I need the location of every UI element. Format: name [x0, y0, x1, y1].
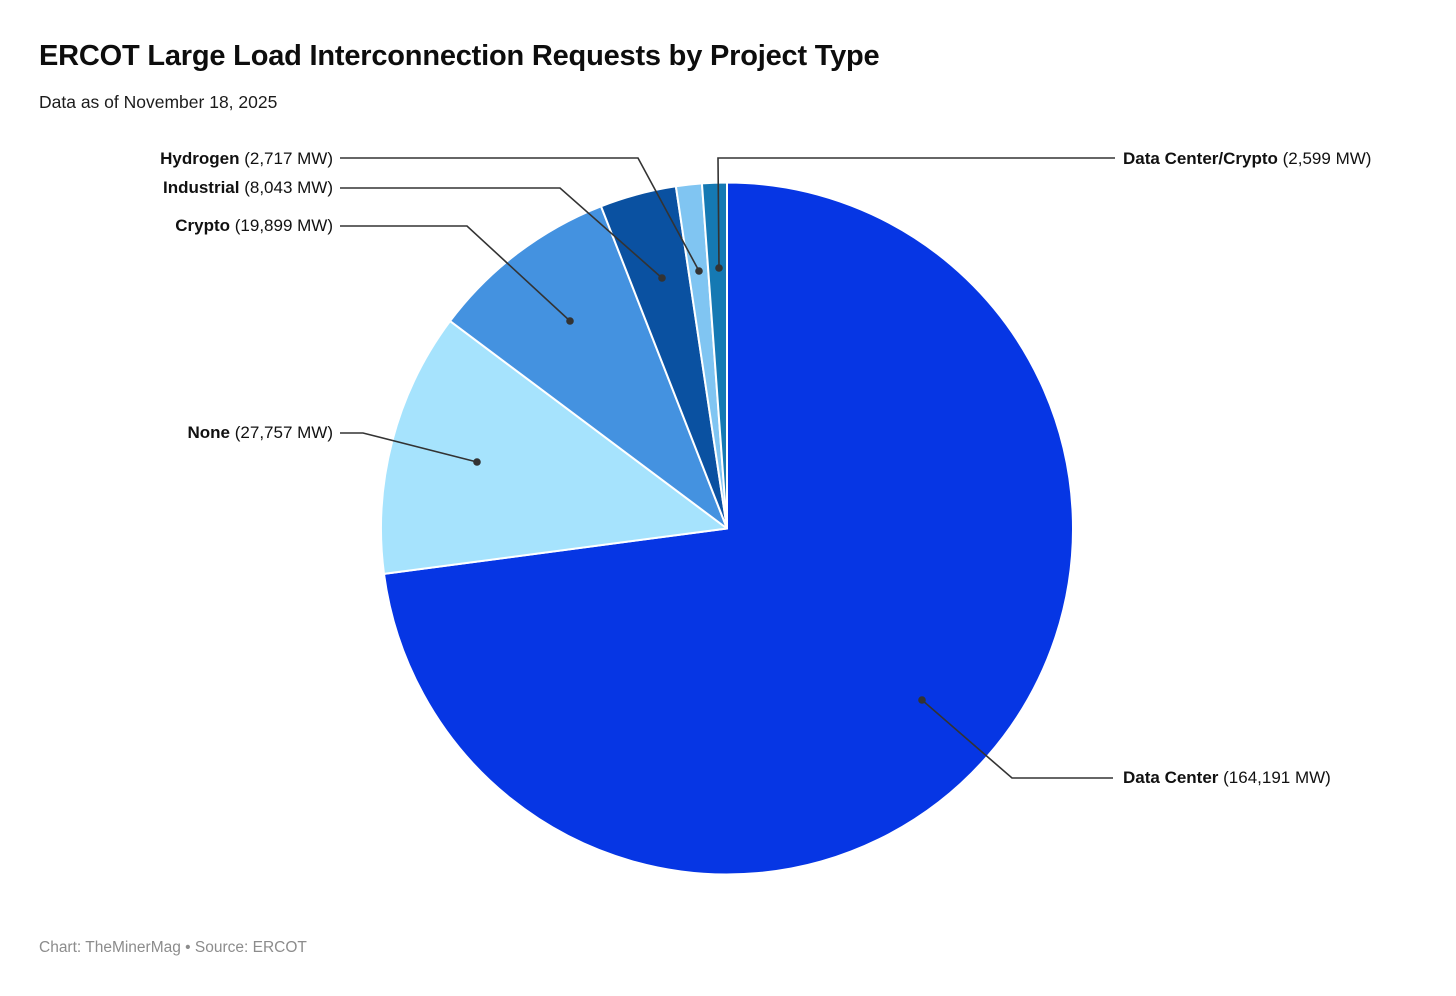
leader-dot-none: [473, 458, 481, 466]
leader-line-hydrogen: [340, 157, 700, 272]
footer-credit: Chart: TheMinerMag • Source: ERCOT: [39, 939, 307, 956]
leader-line-data-center: [921, 699, 1113, 779]
leader-dot-data-center-crypto: [715, 264, 723, 272]
chart-subtitle: Data as of November 18, 2025: [39, 92, 278, 112]
leader-dot-data-center: [918, 696, 926, 704]
leader-line-data-center-crypto: [717, 157, 1115, 269]
callout-hydrogen: Hydrogen (2,717 MW): [160, 148, 333, 170]
callout-industrial: Industrial (8,043 MW): [163, 177, 333, 199]
callout-label: Data Center/Crypto: [1123, 149, 1283, 168]
callout-label: Industrial: [162, 178, 245, 197]
callout-label: Hydrogen: [160, 149, 245, 168]
leader-dot-crypto: [566, 317, 574, 325]
callout-label: Data Center: [1123, 768, 1224, 787]
callout-data-center-crypto: Data Center/Crypto (2,599 MW): [1123, 148, 1371, 170]
callout-value: (19,899 MW): [234, 216, 333, 235]
callout-value: (2,717 MW): [244, 149, 333, 168]
callout-value: (2,599 MW): [1282, 149, 1372, 168]
leader-line-crypto: [340, 225, 571, 322]
callout-label: Crypto: [175, 216, 235, 235]
leader-line-none: [340, 432, 478, 463]
callout-value: (164,191 MW): [1223, 768, 1331, 787]
callout-value: (27,757 MW): [234, 423, 333, 442]
leader-dot-industrial: [658, 274, 666, 282]
callout-crypto: Crypto (19,899 MW): [175, 215, 333, 237]
pie-slice-crypto: [449, 205, 728, 530]
callout-value: (8,043 MW): [244, 178, 333, 197]
leader-line-industrial: [340, 187, 663, 279]
leader-dot-hydrogen: [695, 267, 703, 275]
callout-data-center: Data Center (164,191 MW): [1123, 767, 1331, 789]
chart-title: ERCOT Large Load Interconnection Request…: [39, 40, 880, 72]
callout-label: None: [187, 423, 235, 442]
callout-none: None (27,757 MW): [188, 422, 333, 444]
